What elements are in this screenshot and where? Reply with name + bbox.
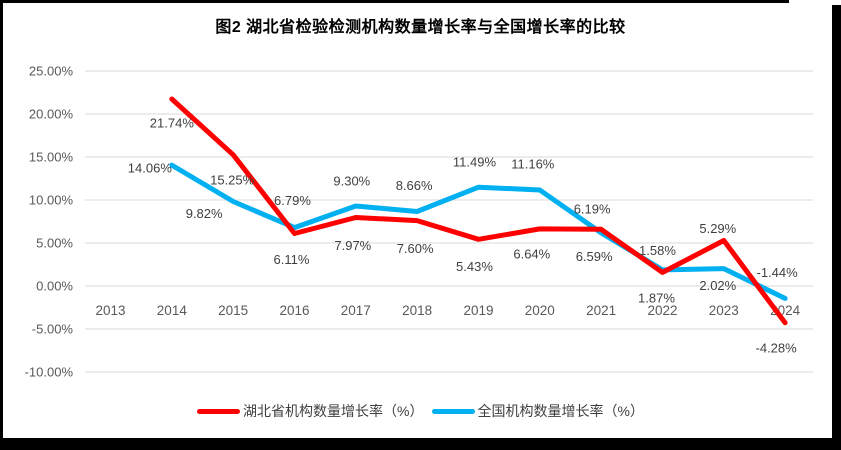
x-axis-tick-label: 2019	[463, 303, 493, 318]
y-axis-tick-label: 25.00%	[29, 64, 74, 79]
frame-border-left	[0, 0, 3, 440]
frame-border-top	[0, 0, 789, 3]
x-axis-tick-label: 2021	[586, 303, 616, 318]
x-axis-tick-label: 2016	[279, 303, 309, 318]
data-label: -4.28%	[756, 340, 798, 355]
data-label: 9.82%	[186, 206, 223, 221]
data-label: 5.43%	[456, 259, 493, 274]
data-label: 6.59%	[576, 249, 613, 264]
x-axis-tick-label: 2017	[341, 303, 371, 318]
y-axis-tick-label: 0.00%	[36, 279, 73, 294]
data-label: 6.11%	[274, 252, 310, 267]
data-label: 11.16%	[511, 157, 555, 172]
data-label: -1.44%	[757, 265, 799, 280]
y-axis-tick-label: -10.00%	[25, 365, 74, 380]
data-label: 15.25%	[210, 172, 255, 187]
data-label: 8.66%	[396, 178, 433, 193]
series-line	[169, 162, 788, 301]
series-line	[169, 96, 788, 326]
frame-border-bottom	[0, 438, 841, 450]
x-axis-tick-label: 2023	[709, 303, 739, 318]
hubei-series-line-swatch	[197, 408, 241, 414]
y-axis-tick-label: 10.00%	[29, 193, 74, 208]
data-label: 1.87%	[638, 290, 675, 305]
data-label: 2.02%	[699, 278, 736, 293]
data-label: 21.74%	[150, 116, 195, 131]
data-label: 9.30%	[333, 174, 370, 189]
x-axis-tick-label: 2014	[157, 303, 188, 318]
data-label: 7.60%	[397, 241, 434, 256]
x-axis-tick-label: 2015	[218, 303, 248, 318]
x-axis-tick-label: 2018	[402, 303, 432, 318]
chart-legend: 湖北省机构数量增长率（%） 全国机构数量增长率（%）	[0, 401, 841, 421]
legend-label-hubei: 湖北省机构数量增长率（%）	[243, 403, 424, 419]
y-axis-tick-label: -5.00%	[32, 322, 74, 337]
data-label: 6.19%	[574, 201, 611, 216]
chart-title: 图2 湖北省检验检测机构数量增长率与全国增长率的比较	[215, 19, 626, 36]
legend-item-hubei: 湖北省机构数量增长率（%）	[197, 401, 424, 421]
data-label: 6.64%	[513, 246, 550, 261]
data-label: 14.06%	[128, 161, 173, 176]
y-axis-tick-label: 5.00%	[36, 236, 73, 251]
y-axis-tick-label: 15.00%	[29, 150, 74, 165]
legend-item-national: 全国机构数量增长率（%）	[431, 401, 644, 421]
y-axis-tick-label: 20.00%	[29, 107, 74, 122]
national-series-line-swatch	[431, 408, 475, 414]
x-axis-tick-label: 2020	[525, 303, 555, 318]
data-label: 7.97%	[334, 238, 371, 253]
x-axis-tick-label: 2013	[95, 303, 125, 318]
frame-border-right	[832, 5, 841, 450]
data-label: 1.58%	[639, 243, 676, 258]
legend-label-national: 全国机构数量增长率（%）	[477, 403, 644, 419]
data-label: 5.29%	[699, 221, 736, 236]
data-label: 11.49%	[453, 155, 497, 170]
data-label: 6.79%	[274, 193, 311, 208]
x-axis-tick-label: 2022	[647, 303, 677, 318]
